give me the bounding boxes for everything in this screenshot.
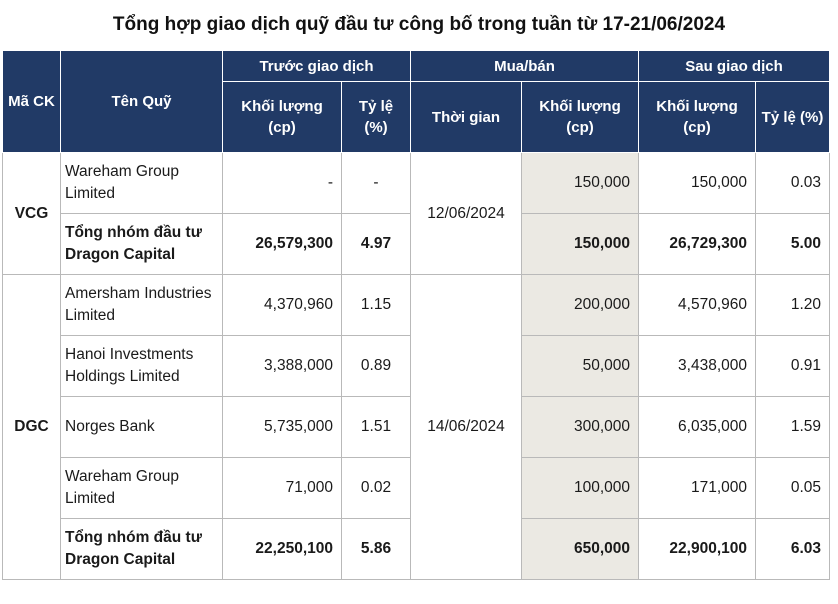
header-before: Trước giao dịch	[222, 50, 411, 82]
fund-name: Norges Bank	[60, 396, 223, 458]
header-before-volume: Khối lượng (cp)	[222, 81, 342, 153]
after-ratio: 6.03	[755, 518, 830, 580]
trade-date: 14/06/2024	[410, 274, 522, 580]
table-row: Hanoi Investments Holdings Limited 3,388…	[3, 335, 830, 397]
table-row-total: Tổng nhóm đầu tư Dragon Capital 22,250,1…	[3, 518, 830, 580]
header-after: Sau giao dịch	[638, 50, 830, 82]
trade-volume: 100,000	[521, 457, 639, 519]
before-ratio: 0.02	[341, 457, 411, 519]
header-trade: Mua/bán	[410, 50, 639, 82]
header-after-ratio: Tỷ lệ (%)	[755, 81, 830, 153]
fund-name: Tổng nhóm đầu tư Dragon Capital	[60, 518, 223, 580]
fund-name: Wareham Group Limited	[60, 152, 223, 214]
after-ratio: 5.00	[755, 213, 830, 275]
before-ratio: 1.15	[341, 274, 411, 336]
after-volume: 4,570,960	[638, 274, 756, 336]
trade-volume: 300,000	[521, 396, 639, 458]
trade-volume: 150,000	[521, 152, 639, 214]
before-volume: 4,370,960	[222, 274, 342, 336]
before-ratio: 4.97	[341, 213, 411, 275]
page-title: Tổng hợp giao dịch quỹ đầu tư công bố tr…	[112, 14, 726, 35]
table-row: DGC Amersham Industries Limited 4,370,96…	[2, 274, 830, 580]
table-row-total: Tổng nhóm đầu tư Dragon Capital 26,579,3…	[3, 213, 830, 275]
before-volume: 5,735,000	[222, 396, 342, 458]
after-volume: 3,438,000	[638, 335, 756, 397]
trade-volume: 50,000	[521, 335, 639, 397]
before-volume: 3,388,000	[222, 335, 342, 397]
table-row: Wareham Group Limited 71,000 0.02 100,00…	[3, 457, 830, 519]
trade-volume: 650,000	[521, 518, 639, 580]
fund-name: Amersham Industries Limited	[60, 274, 223, 336]
before-volume: 22,250,100	[222, 518, 342, 580]
after-volume: 26,729,300	[638, 213, 756, 275]
fund-name: Wareham Group Limited	[60, 457, 223, 519]
before-volume: -	[222, 152, 342, 214]
after-ratio: 1.59	[755, 396, 830, 458]
after-volume: 171,000	[638, 457, 756, 519]
fund-name: Tổng nhóm đầu tư Dragon Capital	[60, 213, 223, 275]
before-ratio: 5.86	[341, 518, 411, 580]
after-ratio: 0.91	[755, 335, 830, 397]
after-ratio: 0.05	[755, 457, 830, 519]
after-ratio: 1.20	[755, 274, 830, 336]
before-ratio: 1.51	[341, 396, 411, 458]
stock-code: DGC	[2, 274, 61, 580]
before-volume: 26,579,300	[222, 213, 342, 275]
header-fund-name: Tên Quỹ	[60, 50, 223, 153]
header-code: Mã CK	[2, 50, 61, 153]
fund-transactions-table: Mã CK Tên Quỹ Trước giao dịch Mua/bán Sa…	[2, 50, 830, 580]
after-volume: 6,035,000	[638, 396, 756, 458]
header-trade-time: Thời gian	[410, 81, 522, 153]
trade-volume: 150,000	[521, 213, 639, 275]
after-volume: 22,900,100	[638, 518, 756, 580]
after-volume: 150,000	[638, 152, 756, 214]
fund-name: Hanoi Investments Holdings Limited	[60, 335, 223, 397]
header-trade-volume: Khối lượng (cp)	[521, 81, 639, 153]
table-row: VCG Wareham Group Limited - - 12/06/2024…	[2, 152, 830, 275]
stock-code: VCG	[2, 152, 61, 275]
trade-volume: 200,000	[521, 274, 639, 336]
before-ratio: -	[341, 152, 411, 214]
trade-date: 12/06/2024	[410, 152, 522, 275]
header-before-ratio: Tỷ lệ (%)	[341, 81, 411, 153]
header-after-volume: Khối lượng (cp)	[638, 81, 756, 153]
before-volume: 71,000	[222, 457, 342, 519]
before-ratio: 0.89	[341, 335, 411, 397]
after-ratio: 0.03	[755, 152, 830, 214]
